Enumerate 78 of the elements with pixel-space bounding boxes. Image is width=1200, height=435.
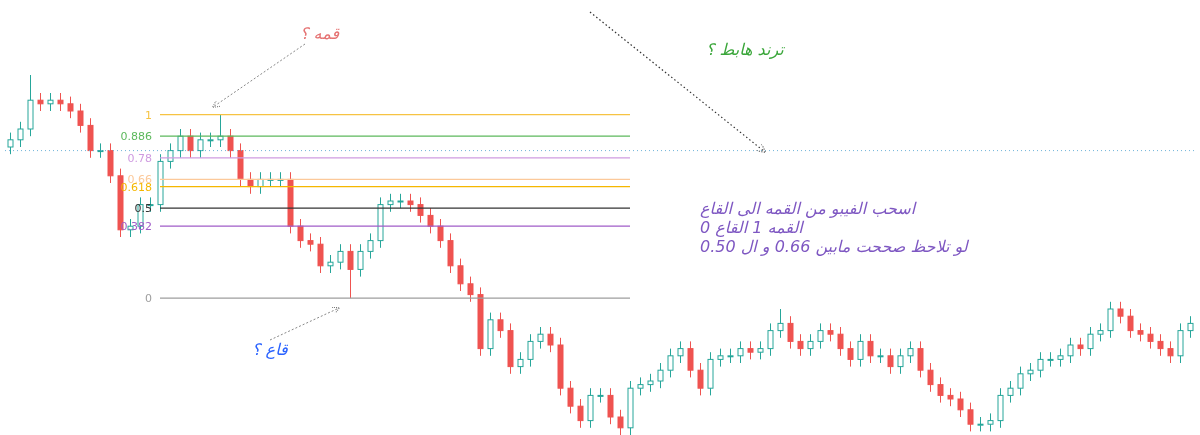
candlestick [927,362,934,393]
candlestick [837,326,844,357]
candlestick [1017,366,1024,396]
candlestick [887,348,894,375]
candlestick [97,142,104,159]
candlestick [297,218,304,249]
candlestick [1037,351,1044,378]
candlestick [337,243,344,270]
candlestick [1127,308,1134,339]
candlestick [367,232,374,260]
candlestick [907,340,914,364]
candlestick [527,333,534,368]
candlestick [1157,333,1164,357]
candlestick [457,258,464,292]
candlestick [787,315,794,350]
candlestick [317,236,324,274]
candlestick [67,96,74,119]
candlestick [427,207,434,234]
candlestick [807,333,814,357]
candlestick [167,142,174,170]
candlestick [1147,326,1154,350]
candlestick [1067,337,1074,364]
series-label: 1 [145,108,152,122]
candlestick [347,243,354,299]
candlestick [567,380,574,414]
candlestick [227,128,234,159]
candlestick [957,391,964,418]
candlestick [657,362,664,389]
candlestick [1087,326,1094,357]
candlestick [1107,301,1114,339]
candlestick [577,398,584,429]
candlestick [617,409,624,435]
candlestick [897,348,904,375]
candlestick [967,402,974,432]
candlestick [817,322,824,350]
candlestick [777,308,784,339]
candlestick [537,326,544,350]
candlestick [917,340,924,378]
candlestick [607,387,614,425]
candlestick [697,362,704,396]
candlestick [667,348,674,378]
candlestick [437,218,444,249]
series-label: 0.886 [120,130,152,144]
text: قمه ؟ [300,24,340,43]
candlestick [177,128,184,159]
series-label: 0.78 [127,151,152,165]
candlestick [597,387,604,404]
annotation: قاع ؟ [252,340,288,359]
annotation: القمه 1 القاع 0 [700,218,803,237]
candlestick [687,340,694,378]
candlestick [467,276,474,303]
candlestick [1117,301,1124,324]
candlestick [737,340,744,364]
candlestick [17,121,24,148]
candlestick [77,103,84,134]
candlestick [517,351,524,375]
candlestick [7,132,14,155]
candlestick [1047,351,1054,368]
candlestick [1187,315,1194,339]
candlestick [417,196,424,224]
candlestick [1167,340,1174,364]
annotation: لو تلاحظ صححت مابين 0.66 و ال 0.50 [700,237,968,256]
candlestick [497,312,504,339]
candlestick [187,128,194,159]
candlestick [797,333,804,357]
candlestick [937,376,944,404]
candlestick [197,132,204,159]
text: ترند هابط ؟ [706,40,784,59]
annotation: اسحب الفيبو من القمه الى القاع [700,199,916,218]
candlestick [857,333,864,368]
candlestick [357,243,364,278]
candlestick [867,333,874,364]
series-label: 0 [145,292,152,306]
candlestick [767,322,774,357]
candlestick [847,340,854,368]
candlestick [1007,380,1014,404]
candlestick [547,326,554,353]
candlestick [677,340,684,364]
